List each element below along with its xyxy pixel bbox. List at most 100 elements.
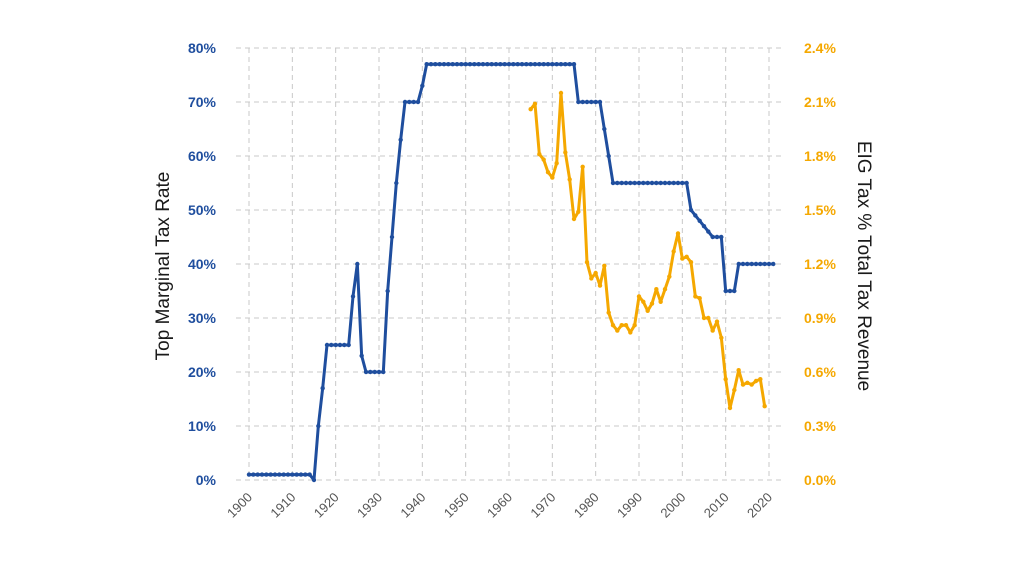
data-point: [298, 472, 304, 477]
data-point: [480, 61, 486, 67]
data-point: [372, 369, 377, 375]
data-point: [749, 261, 754, 267]
data-point: [740, 382, 746, 387]
left-tick-label: 10%: [188, 418, 217, 434]
x-tick-label: 1960: [484, 490, 515, 521]
data-point: [489, 61, 494, 67]
data-point: [550, 61, 555, 67]
data-point: [558, 90, 564, 96]
data-point: [736, 261, 741, 267]
left-tick-label: 20%: [188, 364, 217, 380]
data-point: [684, 180, 689, 186]
x-tick-label: 1980: [571, 490, 602, 521]
data-point: [554, 61, 559, 67]
data-point: [428, 61, 434, 67]
data-point: [654, 287, 659, 292]
series-top-marginal-rate: [246, 61, 776, 483]
data-point: [251, 472, 256, 477]
data-point: [723, 377, 728, 382]
data-point: [727, 288, 733, 294]
data-point: [277, 472, 282, 477]
data-point: [498, 61, 503, 67]
data-point: [342, 342, 347, 348]
left-axis-title: Top Marginal Tax Rate: [153, 172, 174, 361]
right-tick-label: 1.5%: [804, 202, 836, 218]
data-point: [528, 107, 533, 112]
data-point: [758, 377, 763, 382]
data-point: [714, 319, 720, 324]
data-point: [576, 209, 581, 214]
data-point: [506, 61, 512, 67]
data-point: [537, 61, 542, 67]
right-axis-ticks: 0.0% 0.3% 0.6% 0.9% 1.2% 1.5% 1.8% 2.1% 2.4%: [804, 40, 836, 488]
left-tick-label: 80%: [188, 40, 217, 56]
data-point: [671, 180, 676, 186]
data-point: [675, 231, 681, 236]
data-point: [675, 180, 681, 186]
data-point: [571, 216, 577, 222]
data-point: [710, 328, 715, 333]
series-layer: [246, 61, 776, 483]
data-point: [693, 294, 698, 299]
data-point: [632, 180, 637, 186]
data-point: [719, 234, 724, 240]
data-point: [493, 61, 499, 67]
x-tick-label: 1920: [311, 490, 342, 521]
data-point: [333, 342, 338, 348]
data-point: [337, 342, 343, 348]
data-point: [719, 335, 724, 340]
data-point: [745, 261, 750, 267]
x-tick-label: 1970: [527, 490, 558, 521]
data-point: [511, 61, 516, 67]
data-point: [654, 180, 659, 186]
data-point: [615, 180, 620, 186]
data-point: [753, 261, 759, 267]
data-point: [593, 99, 598, 105]
data-point: [632, 323, 637, 328]
data-point: [316, 423, 321, 429]
data-point: [467, 61, 473, 67]
data-point: [697, 296, 702, 301]
data-point: [567, 177, 572, 182]
data-point: [411, 99, 416, 105]
data-point: [762, 404, 767, 409]
right-tick-label: 0.9%: [804, 310, 836, 326]
series-line: [529, 91, 767, 410]
data-point: [680, 256, 685, 261]
data-point: [450, 61, 455, 67]
data-point: [567, 61, 572, 67]
data-point: [398, 137, 403, 142]
x-tick-label: 2000: [657, 490, 688, 521]
data-point: [597, 283, 603, 288]
data-point: [697, 218, 702, 223]
data-point: [641, 299, 646, 304]
x-tick-label: 1900: [224, 490, 255, 521]
data-point: [771, 261, 776, 267]
data-point: [389, 234, 395, 240]
data-point: [662, 180, 668, 186]
data-point: [706, 315, 711, 321]
data-point: [667, 274, 672, 279]
data-point: [246, 472, 252, 477]
data-point: [623, 323, 629, 328]
data-point: [532, 101, 538, 107]
data-point: [554, 161, 559, 166]
data-point: [610, 180, 616, 186]
left-tick-label: 40%: [188, 256, 217, 272]
data-point: [641, 180, 646, 186]
data-point: [407, 99, 412, 105]
data-point: [259, 472, 265, 477]
data-point: [606, 153, 611, 159]
data-point: [706, 229, 711, 234]
data-point: [645, 180, 650, 186]
x-tick-label: 1910: [267, 490, 298, 521]
data-point: [363, 369, 369, 375]
data-point: [502, 61, 507, 67]
data-point: [441, 61, 447, 67]
data-point: [268, 472, 273, 477]
data-point: [415, 99, 421, 105]
data-point: [649, 180, 655, 186]
data-point: [584, 260, 590, 265]
data-point: [606, 310, 611, 315]
data-point: [636, 294, 642, 299]
